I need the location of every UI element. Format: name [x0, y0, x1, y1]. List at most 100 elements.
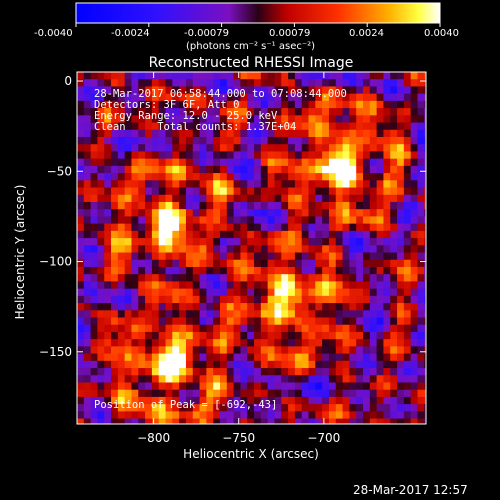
heatmap-cell — [369, 115, 378, 124]
heatmap-cell — [77, 209, 85, 218]
heatmap-cell — [206, 187, 214, 196]
heatmap-cell — [301, 115, 310, 124]
heatmap-cell — [206, 180, 214, 189]
heatmap-cell — [185, 375, 194, 384]
heatmap-cell — [410, 115, 419, 124]
heatmap-cell — [410, 136, 419, 145]
heatmap-cell — [199, 245, 207, 254]
heatmap-cell — [185, 216, 194, 225]
heatmap-cell — [199, 252, 207, 261]
heatmap-cell — [179, 404, 187, 412]
heatmap-cell — [179, 230, 187, 239]
heatmap-cell — [117, 324, 126, 333]
heatmap-cell — [247, 339, 255, 347]
heatmap-cell — [206, 368, 214, 376]
heatmap-cell — [117, 238, 126, 246]
heatmap-cell — [254, 346, 262, 355]
heatmap-cell — [172, 173, 180, 181]
heatmap-cell — [356, 375, 364, 384]
heatmap-cell — [294, 324, 303, 333]
heatmap-cell — [356, 194, 364, 203]
heatmap-cell — [83, 288, 92, 297]
heatmap-cell — [131, 375, 139, 384]
heatmap-cell — [124, 404, 133, 412]
heatmap-cell — [226, 389, 235, 398]
heatmap-cell — [172, 295, 180, 304]
heatmap-cell — [397, 115, 405, 124]
heatmap-cell — [349, 108, 357, 116]
heatmap-cell — [424, 295, 426, 304]
heatmap-cell — [158, 238, 167, 246]
heatmap-cell — [220, 108, 228, 116]
heatmap-cell — [111, 86, 119, 95]
heatmap-cell — [158, 86, 167, 95]
heatmap-cell — [417, 209, 425, 218]
heatmap-cell — [172, 382, 180, 391]
heatmap-cell — [315, 317, 323, 326]
heatmap-cell — [104, 100, 112, 109]
heatmap-cell — [226, 317, 235, 326]
heatmap-cell — [322, 201, 330, 210]
heatmap-cell — [145, 353, 153, 362]
heatmap-cell — [226, 93, 235, 102]
heatmap-cell — [124, 100, 133, 109]
heatmap-cell — [417, 187, 425, 196]
heatmap-cell — [315, 151, 323, 160]
heatmap-cell — [117, 317, 126, 326]
heatmap-cell — [342, 187, 350, 196]
heatmap-cell — [111, 266, 119, 275]
heatmap-cell — [220, 115, 228, 124]
heatmap-cell — [138, 353, 146, 362]
heatmap-cell — [220, 317, 228, 326]
heatmap-cell — [158, 165, 167, 174]
heatmap-cell — [383, 411, 391, 420]
heatmap-cell — [335, 108, 344, 116]
heatmap-cell — [185, 129, 194, 138]
heatmap-cell — [397, 223, 405, 232]
heatmap-cell — [390, 79, 398, 88]
heatmap-cell — [308, 339, 316, 347]
heatmap-cell — [192, 209, 201, 218]
heatmap-cell — [383, 223, 391, 232]
heatmap-cell — [199, 353, 207, 362]
heatmap-cell — [90, 151, 99, 160]
heatmap-cell — [185, 288, 194, 297]
heatmap-cell — [131, 295, 139, 304]
heatmap-cell — [315, 144, 323, 153]
heatmap-cell — [185, 266, 194, 275]
heatmap-cell — [247, 411, 255, 420]
heatmap-cell — [363, 317, 371, 326]
heatmap-cell — [104, 252, 112, 261]
heatmap-cell — [240, 100, 248, 109]
heatmap-cell — [315, 238, 323, 246]
heatmap-cell — [356, 187, 364, 196]
heatmap-cell — [111, 93, 119, 102]
heatmap-cell — [363, 144, 371, 153]
heatmap-cell — [363, 303, 371, 311]
heatmap-cell — [247, 100, 255, 109]
heatmap-cell — [342, 108, 350, 116]
heatmap-cell — [83, 209, 92, 218]
heatmap-cell — [424, 187, 426, 196]
heatmap-cell — [315, 418, 323, 424]
heatmap-cell — [410, 266, 419, 275]
heatmap-cell — [117, 339, 126, 347]
heatmap-cell — [315, 368, 323, 376]
heatmap-cell — [281, 100, 289, 109]
heatmap-cell — [281, 245, 289, 254]
heatmap-cell — [220, 281, 228, 290]
heatmap-cell — [281, 201, 289, 210]
heatmap-cell — [410, 230, 419, 239]
heatmap-cell — [424, 100, 426, 109]
heatmap-cell — [315, 252, 323, 261]
heatmap-cell — [301, 252, 310, 261]
heatmap-cell — [390, 266, 398, 275]
heatmap-cell — [342, 418, 350, 424]
heatmap-cell — [315, 360, 323, 369]
heatmap-cell — [111, 79, 119, 88]
heatmap-cell — [328, 317, 337, 326]
heatmap-cell — [397, 100, 405, 109]
heatmap-cell — [77, 281, 85, 290]
heatmap-cell — [220, 79, 228, 88]
heatmap-cell — [281, 404, 289, 412]
